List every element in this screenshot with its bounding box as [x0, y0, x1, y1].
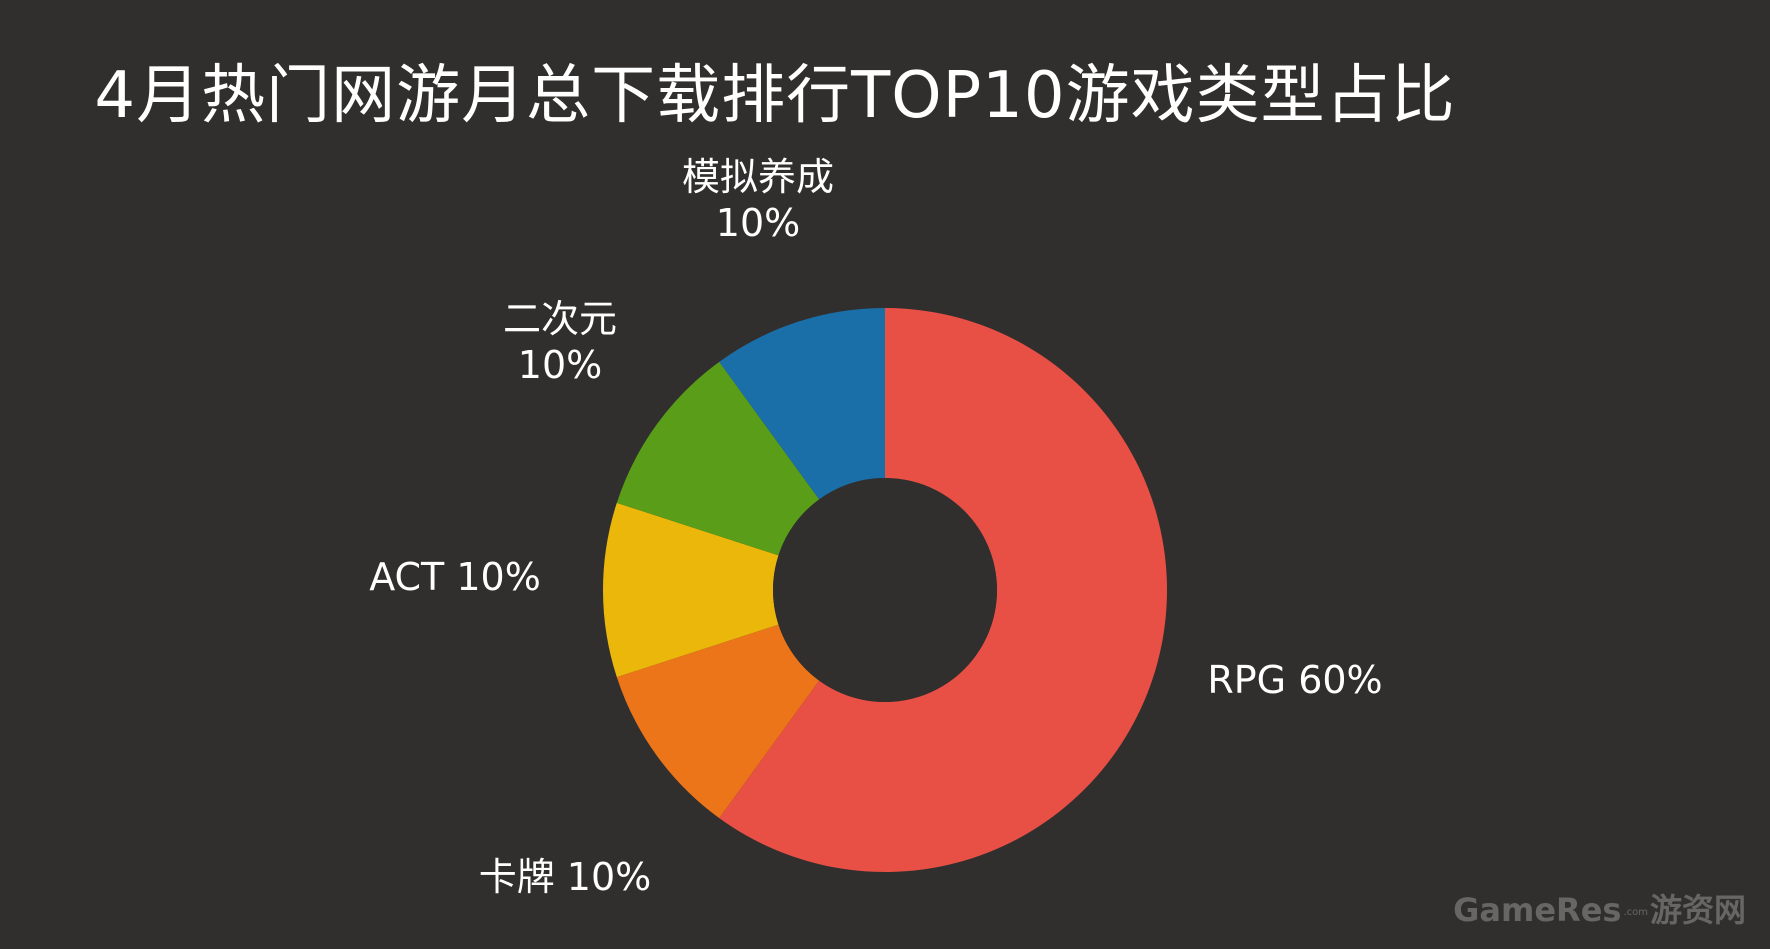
- donut-hole: [773, 478, 997, 702]
- slice-label-line: 二次元: [503, 297, 617, 341]
- watermark-brand: GameRes: [1453, 891, 1622, 929]
- labels-group: RPG 60%卡牌 10%ACT 10%二次元 10%模拟养成 10%: [369, 155, 1382, 899]
- pie-slice-1: [616, 624, 820, 819]
- watermark: GameRes .com游资网: [1453, 885, 1746, 931]
- slice-label-3: 二次元 10%: [503, 297, 617, 387]
- pie-slice-2: [602, 502, 779, 678]
- slice-label-line: 10%: [716, 201, 800, 245]
- chart-title: 4月热门网游月总下载排行TOP10游戏类型占比: [94, 59, 1456, 133]
- slice-label-line: RPG 60%: [1207, 658, 1382, 702]
- pie-slice-4: [719, 308, 885, 500]
- slice-label-line: ACT 10%: [369, 555, 541, 599]
- slice-label-4: 模拟养成 10%: [682, 155, 834, 245]
- slice-label-line: 卡牌 10%: [479, 855, 652, 899]
- slice-label-1: 卡牌 10%: [479, 855, 652, 899]
- pie-slice-0: [719, 308, 1167, 872]
- slice-label-line: 模拟养成: [682, 155, 834, 199]
- slice-label-0: RPG 60%: [1207, 658, 1382, 702]
- watermark-domain: .com: [1623, 906, 1648, 918]
- pie-slice-3: [616, 361, 820, 556]
- slice-label-2: ACT 10%: [369, 555, 541, 599]
- slice-label-line: 10%: [518, 343, 602, 387]
- slices-group: [602, 308, 1167, 872]
- watermark-cn: 游资网: [1649, 891, 1746, 929]
